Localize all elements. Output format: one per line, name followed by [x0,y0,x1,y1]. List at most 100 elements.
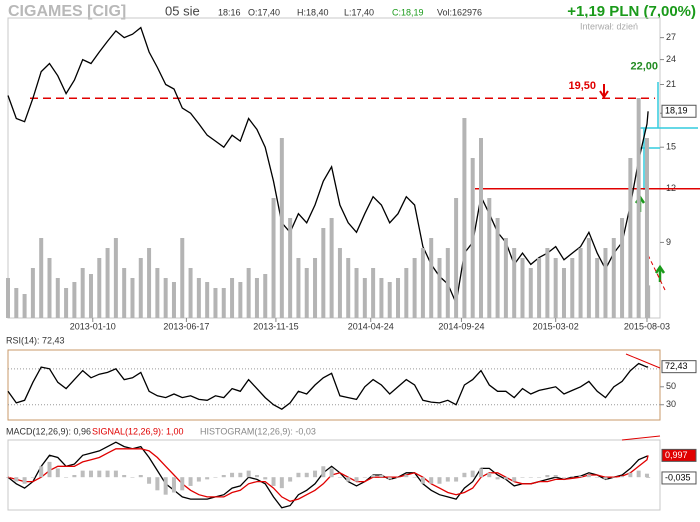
histogram-bar [404,475,409,478]
volume-bar [171,282,176,318]
histogram-bar [138,475,143,478]
volume-bar [487,198,492,318]
volume-bar [462,118,467,318]
volume-bar [503,238,508,318]
histogram-bar [578,476,583,478]
volume-bar [163,278,168,318]
volume-bar [64,288,69,318]
volume-bar [155,268,160,318]
volume-bar [205,282,210,318]
histogram-bar [64,477,69,478]
volume-bar [620,218,625,318]
histogram-bar [205,477,210,480]
session-date: 05 sie [165,3,200,18]
histogram-bar [346,477,351,482]
y-tick-label: 24 [666,54,676,64]
histogram-bar [238,472,243,478]
histogram-bar [213,477,218,478]
volume-bar [454,198,459,318]
volume-bar [644,138,649,318]
level-label: 19,50 [568,80,596,92]
histogram-bar [354,477,359,482]
histogram-bar [561,477,566,478]
histogram-bar [171,477,176,493]
volume-bar [246,268,251,318]
volume-bar [478,138,483,318]
histogram-bar [545,475,550,478]
volume-bar [528,268,533,318]
volume-bar [138,258,143,318]
histogram-bar [105,470,110,478]
histogram-bar [246,470,251,478]
histogram-bar [644,473,649,478]
histogram-bar [196,477,201,482]
volume-bar [321,228,326,318]
volume-bar [72,282,77,318]
volume-bar [354,268,359,318]
histogram-bar [113,470,118,478]
x-tick-label: 2015-03-02 [533,321,579,331]
volume-bar [628,158,633,318]
volume-bar [362,278,367,318]
histogram-bar [437,477,442,484]
volume-bar [288,218,293,318]
session-time: 18:16 [218,7,241,17]
series-line [7,26,649,306]
histogram-bar [97,470,102,478]
close: C:18,19 [392,7,424,17]
histogram-bar [80,470,85,478]
macd-trend-line [621,435,661,441]
histogram-bar [221,475,226,478]
volume-bar [97,258,102,318]
histogram-bar [72,475,77,478]
histogram-bar [420,477,425,484]
volume-bar [396,278,401,318]
histogram-bar [304,472,309,478]
low: L:17,40 [344,7,374,17]
volume-bar [22,294,27,318]
volume-bar [304,268,309,318]
histogram-bar [387,477,392,480]
volume: Vol:162976 [437,7,482,17]
series-line [7,448,649,502]
volume-bar [47,258,52,318]
histogram-bar [55,468,60,478]
volume-bar [379,278,384,318]
histogram-bar [487,472,492,478]
volume-bar [437,258,442,318]
histogram-bar [620,476,625,478]
macd-panel [7,439,661,511]
histogram-bar [646,477,651,478]
volume-bar [337,248,342,318]
volume-bar [271,198,276,318]
volume-bar [346,258,351,318]
volume-bar [445,248,450,318]
histogram-bar [263,477,268,480]
open: O:17,40 [248,7,280,17]
up-arrow [654,264,666,282]
volume-bar [6,278,10,318]
histogram-bar [288,477,293,482]
change: +1,19 PLN (7,00%) [567,3,696,20]
histogram-bar [14,477,19,482]
volume-bar [221,288,226,318]
histogram-bar [379,475,384,478]
ticker-title: CIGAMES [CIG] [8,3,126,20]
histogram-bar [337,477,342,478]
histogram-bar [147,477,152,484]
x-tick-label: 2013-06-17 [163,321,209,331]
volume-bar [646,285,651,318]
histogram-bar [512,477,517,482]
histogram-bar [47,461,52,478]
interval: Interwał: dzień [580,21,638,31]
histogram-bar [570,476,575,478]
rsi-trend-line [625,353,661,369]
volume-bar [470,158,475,318]
volume-bar [188,268,193,318]
histogram-bar [520,477,525,478]
histogram-bar [362,477,367,478]
price-panel [7,17,661,319]
volume-bar [196,278,201,318]
histogram-bar [122,475,127,478]
volume-bar [387,282,392,318]
